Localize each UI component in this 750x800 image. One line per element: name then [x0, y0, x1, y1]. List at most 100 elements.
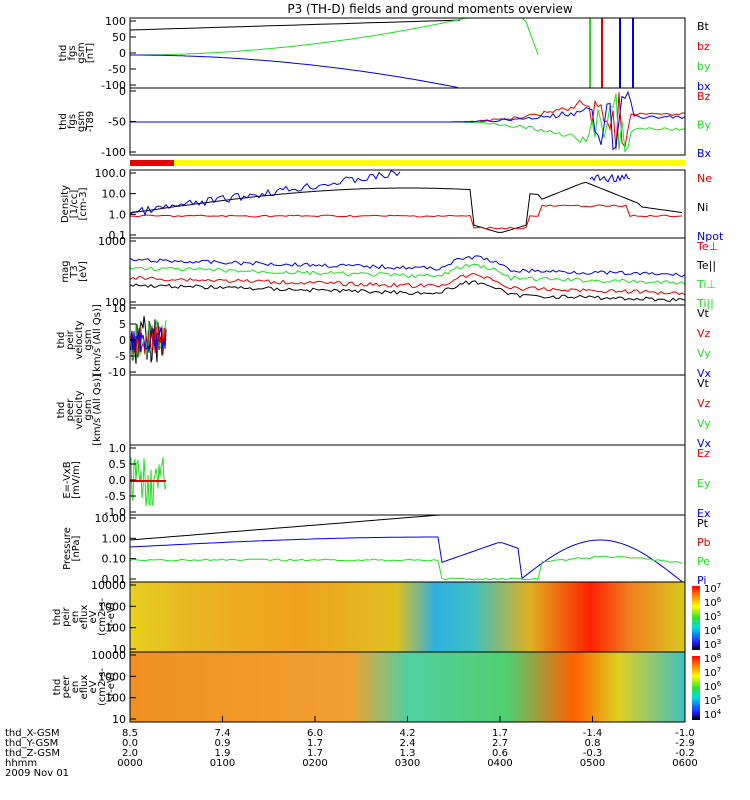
ytick-label: 10 — [112, 302, 126, 315]
trace-gsm-2 — [130, 90, 686, 151]
colorbar-label: 107 — [704, 582, 721, 595]
colorbar-label: 107 — [704, 666, 721, 679]
status-bar-red — [130, 160, 174, 166]
ylabel-line: eV — [88, 680, 99, 693]
legend-density: Ni — [697, 201, 708, 214]
ylabel-line: velocity — [74, 390, 85, 429]
ylabel-line: peer — [61, 675, 72, 699]
ytick-label: 10.00 — [95, 512, 127, 525]
trace-temp-3 — [129, 280, 686, 303]
ylabel-line: thd — [58, 113, 69, 130]
chart-title: P3 (TH-D) fields and ground moments over… — [287, 2, 572, 16]
xtick-label: 0.9 — [215, 738, 231, 749]
ytick-label: 1.0 — [109, 442, 127, 455]
ylabel-line: [nPa] — [71, 535, 82, 561]
trace-temp-0 — [129, 255, 686, 278]
ylabel-line: gsm — [83, 399, 94, 420]
legend-peer-velocity: Vy — [697, 417, 711, 430]
legend-fgs-gse: by — [697, 60, 711, 73]
ytick-label: 50 — [112, 31, 126, 44]
xtick-label: 1.7 — [492, 728, 508, 739]
x-row-label: hhmm — [5, 758, 37, 769]
legend-temperature: Te⊥ — [696, 240, 718, 253]
xtick-label: 2.0 — [122, 748, 138, 759]
ylabel-line: gsm — [76, 42, 87, 63]
xtick-label: -0.2 — [675, 748, 695, 759]
legend-pressure: Pe — [697, 555, 710, 568]
ylabel-line: en — [70, 681, 81, 694]
ytick-label: 100 — [105, 296, 126, 309]
ylabel-line: fgs — [67, 114, 78, 129]
panel-frame-peir-velocity — [129, 304, 686, 376]
ytick-label: 0 — [119, 334, 126, 347]
legend-peir-velocity: Vy — [697, 347, 711, 360]
ylabel-line: gsm — [76, 111, 87, 132]
xtick-label: 8.5 — [122, 728, 138, 739]
ylabel-line: [mV/m] — [71, 461, 82, 499]
ytick-label: 10 — [112, 713, 126, 726]
ylabel-line: thd — [58, 45, 69, 62]
legend-fgs-gsm: By — [697, 119, 712, 132]
xtick-label: 4.2 — [400, 728, 416, 739]
ylabel-line: mag — [60, 260, 71, 282]
ylabel-line: peir — [61, 606, 72, 626]
xtick-label: 0600 — [672, 758, 697, 769]
legend-fgs-gsm: Bx — [697, 147, 712, 160]
legend-peer-velocity: Vx — [697, 437, 712, 450]
ylabel-line: -T89 — [85, 111, 96, 133]
legend-efield: Ey — [697, 477, 711, 490]
ylabel-line: sr-eV) — [106, 672, 117, 701]
legend-pressure: Pb — [697, 536, 711, 549]
data-traces — [129, 17, 686, 582]
trace-Pe — [129, 555, 683, 581]
ytick-label: -1.0 — [105, 506, 126, 519]
colorbar-label: 103 — [704, 638, 721, 651]
trace-temp-2 — [129, 273, 686, 296]
xtick-label: 6.0 — [307, 728, 323, 739]
panel-frame-peer-velocity — [129, 374, 686, 446]
ylabel-line: [1/cc] — [69, 190, 80, 219]
ytick-label: 1.00 — [102, 532, 127, 545]
xtick-label: 0500 — [580, 758, 605, 769]
legend-temperature: Ti|| — [696, 297, 714, 310]
ytick-label: 1.0 — [109, 208, 127, 221]
xtick-label: 0.6 — [492, 748, 508, 759]
xtick-label: -2.9 — [675, 738, 695, 749]
ylabel-line: eV — [88, 610, 99, 623]
ylabel-line: thd — [56, 332, 67, 349]
peer-spectrogram — [130, 652, 685, 722]
ytick-label: 0.0 — [109, 474, 127, 487]
legend-density: Npot — [697, 230, 724, 243]
ylabel-line: thd — [52, 609, 63, 626]
ylabel-line: thd — [52, 679, 63, 696]
x-axis-annotation: 8.50.02.000007.40.91.901006.01.71.702004… — [5, 716, 698, 779]
legend-fgs-gse: bx — [697, 80, 711, 93]
ytick-label: 1000 — [98, 235, 126, 248]
ylabel-line: [eV] — [78, 261, 89, 282]
xtick-label: 1.7 — [307, 748, 323, 759]
ylabel-line: peir — [65, 329, 76, 349]
colorbar-label: 106 — [704, 680, 722, 693]
ylabel-line: thd — [56, 402, 67, 419]
legend-density: Ne — [697, 172, 712, 185]
ylabel-line: eflux — [79, 605, 90, 630]
colorbar-label: 105 — [704, 694, 721, 707]
panel-frame-pressure — [129, 514, 686, 583]
xtick-label: 1.3 — [400, 748, 416, 759]
trace-Ni — [129, 181, 683, 233]
ytick-label: 0.5 — [109, 458, 127, 471]
ytick-label: 5 — [119, 318, 126, 331]
ytick-label: 1000 — [98, 670, 126, 683]
ytick-label: 0.10 — [102, 553, 127, 566]
legend-peir-velocity: Vt — [697, 307, 710, 320]
legend-efield: Ez — [697, 447, 710, 460]
ytick-label: 0.01 — [102, 573, 127, 586]
legend-peir-velocity: Vx — [697, 367, 712, 380]
ytick-label: 1000 — [98, 600, 126, 613]
xtick-label: -1.4 — [583, 728, 603, 739]
ylabel-line: gsm — [83, 329, 94, 350]
legend-efield: Ex — [697, 507, 711, 520]
panel-frame-density — [129, 169, 686, 239]
